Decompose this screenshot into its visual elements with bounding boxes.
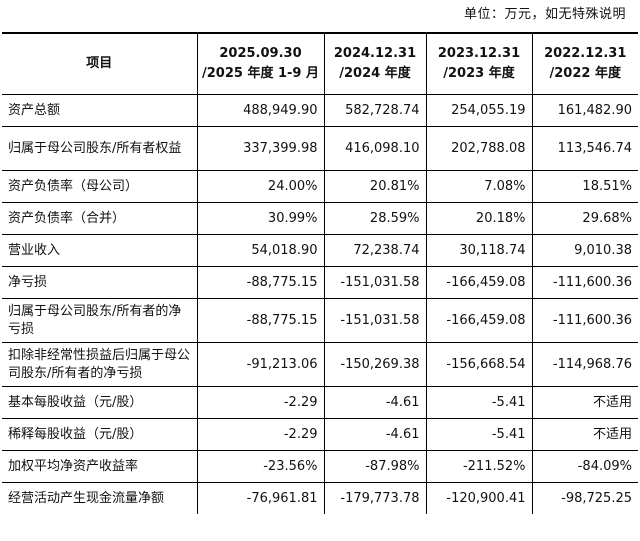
cell-value: 20.18%: [425, 202, 532, 235]
cell-value: -87.98%: [323, 450, 426, 483]
header-col-period: /2025 年度 1-9 月: [202, 66, 319, 81]
row-label: 资产总额: [2, 94, 197, 127]
header-col-2022: 2022.12.31 /2022 年度: [531, 32, 638, 95]
cell-value: 113,546.74: [531, 126, 638, 171]
table-row: 归属于母公司股东/所有者权益 337,399.98 416,098.10 202…: [2, 126, 638, 171]
row-label: 归属于母公司股东/所有者的净亏损: [2, 298, 197, 343]
row-label: 稀释每股收益（元/股）: [2, 418, 197, 451]
cell-value: -23.56%: [196, 450, 324, 483]
header-col-2023: 2023.12.31 /2023 年度: [425, 32, 532, 95]
cell-value: -179,773.78: [323, 482, 426, 514]
financial-table: 项目 2025.09.30 /2025 年度 1-9 月 2024.12.31 …: [2, 32, 638, 514]
table-row: 扣除非经常性损益后归属于母公司股东/所有者的净亏损 -91,213.06 -15…: [2, 342, 638, 387]
cell-value: 29.68%: [531, 202, 638, 235]
table-row: 稀释每股收益（元/股） -2.29 -4.61 -5.41 不适用: [2, 418, 638, 451]
table-row: 净亏损 -88,775.15 -151,031.58 -166,459.08 -…: [2, 266, 638, 299]
header-col-date: 2023.12.31: [437, 46, 521, 61]
row-label: 基本每股收益（元/股）: [2, 386, 197, 419]
cell-value: 202,788.08: [425, 126, 532, 171]
table-row: 营业收入 54,018.90 72,238.74 30,118.74 9,010…: [2, 234, 638, 267]
row-label: 净亏损: [2, 266, 197, 299]
cell-value: -88,775.15: [196, 266, 324, 299]
cell-value: -4.61: [323, 418, 426, 451]
cell-value: -211.52%: [425, 450, 532, 483]
cell-value: 18.51%: [531, 170, 638, 203]
table-row: 资产负债率（合并） 30.99% 28.59% 20.18% 29.68%: [2, 202, 638, 235]
cell-value: -150,269.38: [323, 342, 426, 387]
row-label: 资产负债率（母公司）: [2, 170, 197, 203]
cell-value: 28.59%: [323, 202, 426, 235]
cell-value: -151,031.58: [323, 266, 426, 299]
cell-value: 7.08%: [425, 170, 532, 203]
table-row: 资产负债率（母公司） 24.00% 20.81% 7.08% 18.51%: [2, 170, 638, 203]
header-col-period: /2022 年度: [549, 66, 621, 81]
row-label: 经营活动产生现金流量净额: [8, 490, 165, 506]
cell-value: 20.81%: [323, 170, 426, 203]
header-col-date: 2022.12.31: [544, 46, 627, 61]
cell-value: -151,031.58: [323, 298, 426, 343]
cell-value: -111,600.36: [531, 298, 638, 343]
cell-value: -91,213.06: [196, 342, 324, 387]
header-col-period: /2023 年度: [443, 66, 515, 81]
row-label: 资产负债率（合并）: [2, 202, 197, 235]
cell-value: -156,668.54: [425, 342, 532, 387]
cell-value: 337,399.98: [196, 126, 324, 171]
cell-value: 488,949.90: [196, 94, 324, 127]
unit-note: 单位：万元，如无特殊说明: [463, 7, 626, 22]
header-item: 项目: [2, 32, 197, 95]
cell-value: 9,010.38: [531, 234, 638, 267]
cell-value: -76,961.81: [196, 482, 324, 514]
header-row: 项目 2025.09.30 /2025 年度 1-9 月 2024.12.31 …: [2, 32, 638, 95]
table-row: 经营活动产生现金流量净额 -76,961.81 -179,773.78 -120…: [2, 482, 638, 514]
row-label: 营业收入: [2, 234, 197, 267]
cell-value: 30,118.74: [425, 234, 532, 267]
cell-value: -98,725.25: [531, 482, 638, 514]
header-col-2024: 2024.12.31 /2024 年度: [323, 32, 426, 95]
cell-value: -5.41: [425, 418, 532, 451]
cell-value: 30.99%: [196, 202, 324, 235]
cell-value: 不适用: [531, 418, 638, 451]
cell-value: 72,238.74: [323, 234, 426, 267]
row-label: 归属于母公司股东/所有者权益: [2, 126, 197, 171]
cell-value: -84.09%: [531, 450, 638, 483]
cell-value: 582,728.74: [323, 94, 426, 127]
cell-value: -2.29: [196, 386, 324, 419]
cell-value: 24.00%: [196, 170, 324, 203]
header-col-date: 2024.12.31: [333, 46, 417, 61]
cell-value: 54,018.90: [196, 234, 324, 267]
cell-value: 416,098.10: [323, 126, 426, 171]
row-label: 加权平均净资产收益率: [2, 450, 197, 483]
cell-value: -166,459.08: [425, 298, 532, 343]
cell-value: 不适用: [531, 386, 638, 419]
cell-value: 254,055.19: [425, 94, 532, 127]
cell-value: -4.61: [323, 386, 426, 419]
cell-value: -88,775.15: [196, 298, 324, 343]
header-col-date: 2025.09.30: [219, 46, 302, 61]
cell-value: -114,968.76: [531, 342, 638, 387]
table-row: 加权平均净资产收益率 -23.56% -87.98% -211.52% -84.…: [2, 450, 638, 483]
table-row: 归属于母公司股东/所有者的净亏损 -88,775.15 -151,031.58 …: [2, 298, 638, 343]
cell-value: -120,900.41: [425, 482, 532, 514]
cell-value: -5.41: [425, 386, 532, 419]
row-label: 扣除非经常性损益后归属于母公司股东/所有者的净亏损: [2, 342, 197, 387]
table-row: 基本每股收益（元/股） -2.29 -4.61 -5.41 不适用: [2, 386, 638, 419]
cell-value: -111,600.36: [531, 266, 638, 299]
table-row: 资产总额 488,949.90 582,728.74 254,055.19 16…: [2, 94, 638, 127]
header-col-period: /2024 年度: [339, 66, 411, 81]
cell-value: -166,459.08: [425, 266, 532, 299]
cell-value: 161,482.90: [531, 94, 638, 127]
cell-value: -2.29: [196, 418, 324, 451]
header-col-2025: 2025.09.30 /2025 年度 1-9 月: [196, 32, 324, 95]
